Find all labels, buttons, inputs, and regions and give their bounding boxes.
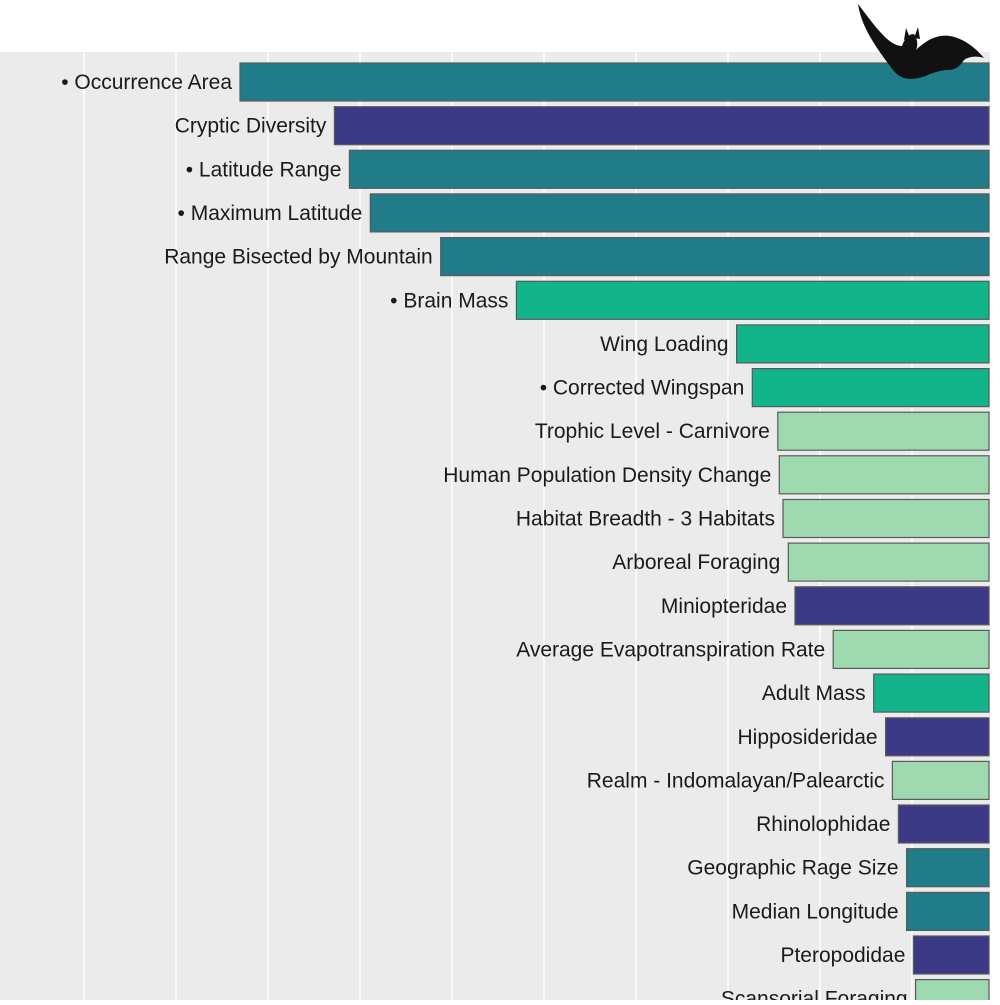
category-label: Trophic Level - Carnivore	[535, 420, 770, 443]
bar	[782, 498, 990, 539]
bar	[873, 673, 990, 713]
bar	[777, 411, 990, 451]
bar	[905, 891, 990, 932]
bar	[794, 586, 990, 626]
category-label: Rhinolophidae	[756, 813, 890, 836]
bar	[369, 193, 990, 233]
category-label: Human Population Density Change	[443, 464, 771, 487]
category-label: Hipposideridae	[738, 726, 878, 749]
category-labels: • Occurrence Area Cryptic Diversity • Lati…	[61, 71, 908, 1005]
category-label: • Brain Mass	[390, 289, 508, 312]
category-label: Miniopteridae	[661, 595, 787, 618]
category-label: Average Evapotranspiration Rate	[516, 638, 825, 661]
bar	[515, 280, 990, 320]
bar	[333, 106, 990, 146]
category-label: Realm - Indomalayan/Palearctic	[587, 769, 885, 792]
bar	[832, 629, 990, 670]
bar	[348, 149, 990, 189]
bat-silhouette-icon	[858, 4, 984, 79]
category-label: Wing Loading	[600, 333, 728, 356]
category-label: Cryptic Diversity	[175, 115, 327, 138]
bar	[884, 717, 990, 757]
bar	[905, 848, 990, 888]
category-label: • Latitude Range	[186, 158, 342, 181]
bar	[778, 455, 990, 495]
category-label: Pteropodidae	[780, 944, 905, 967]
category-label: • Maximum Latitude	[178, 202, 363, 225]
category-label: Habitat Breadth - 3 Habitats	[516, 508, 775, 531]
bars	[239, 62, 990, 1005]
category-label: • Occurrence Area	[61, 71, 232, 94]
category-label: Geographic Rage Size	[687, 857, 898, 880]
category-label: Scansorial Foraging	[721, 988, 908, 1000]
bar	[912, 935, 990, 975]
bar	[897, 804, 990, 844]
bar	[891, 760, 990, 801]
category-label: Median Longitude	[732, 900, 899, 923]
bar	[751, 368, 990, 408]
bar	[239, 62, 990, 102]
category-label: Range Bisected by Mountain	[164, 246, 433, 269]
bar	[440, 237, 990, 277]
bar	[914, 978, 990, 1005]
bar	[787, 542, 990, 582]
bar	[735, 324, 990, 364]
category-label: Arboreal Foraging	[612, 551, 780, 574]
category-label: Adult Mass	[762, 682, 866, 705]
category-label: • Corrected Wingspan	[540, 377, 745, 400]
